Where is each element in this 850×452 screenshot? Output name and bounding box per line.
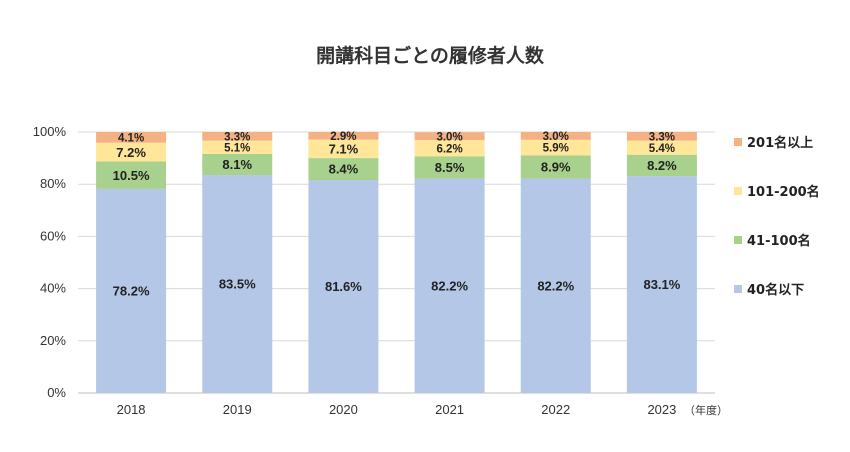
y-axis: 0% 20% 40% 60% 80% 100% [33, 124, 67, 400]
bar-segment [202, 140, 273, 154]
bars: 78.2%10.5%7.2%4.1%83.5%8.1%5.1%3.3%81.6%… [96, 131, 697, 393]
y-tick-label: 0% [47, 385, 66, 400]
data-label: 83.5% [219, 277, 256, 292]
y-tick-label: 80% [40, 176, 66, 191]
bar-segment [202, 153, 273, 176]
x-tick-label: 2019 [223, 402, 252, 417]
data-label: 7.1% [329, 142, 359, 157]
bar-segment [414, 140, 485, 157]
data-label: 8.9% [541, 160, 571, 175]
data-label: 10.5% [113, 168, 150, 183]
legend-label: 101-200名 [747, 184, 820, 200]
data-label: 3.3% [224, 131, 250, 143]
bar-segment [96, 161, 167, 189]
data-label: 8.1% [222, 157, 252, 172]
bar-segment [520, 178, 591, 393]
data-label: 7.2% [116, 145, 146, 160]
data-label: 8.5% [435, 160, 465, 175]
data-label: 81.6% [325, 279, 362, 294]
bar-segment [96, 142, 167, 162]
bar-segment [626, 132, 697, 141]
legend-swatch [734, 187, 742, 195]
bar-segment [308, 132, 379, 140]
data-label: 5.4% [649, 143, 675, 155]
x-tick-label: 2018 [117, 402, 146, 417]
data-label: 3.0% [543, 131, 569, 143]
data-label: 83.1% [643, 277, 680, 292]
legend-label: 41-100名 [747, 233, 811, 249]
bar-segment [626, 176, 697, 393]
data-label: 82.2% [537, 278, 574, 293]
bar-segment [202, 132, 273, 141]
bar-segment [520, 155, 591, 179]
data-label: 3.0% [436, 131, 462, 143]
bar-segment [96, 188, 167, 393]
bar-segment [414, 178, 485, 393]
bar-segment [308, 158, 379, 181]
legend: 201名以上 101-200名 41-100名 40名以下 [734, 135, 820, 298]
data-label: 5.1% [224, 142, 250, 154]
chart-title: 開講科目ごとの履修者人数 [316, 44, 545, 67]
x-tick-label: 2020 [329, 402, 358, 417]
bar-segment [308, 180, 379, 393]
bar-segment [308, 139, 379, 159]
data-label: 82.2% [431, 278, 468, 293]
data-label: 6.2% [436, 143, 462, 155]
bar-segment [96, 132, 167, 143]
y-tick-label: 100% [33, 124, 67, 139]
bar-segment [520, 132, 591, 140]
legend-label: 201名以上 [747, 135, 813, 151]
data-label: 5.9% [543, 143, 569, 155]
legend-swatch [734, 236, 742, 244]
data-label: 8.2% [647, 158, 677, 173]
x-tick-label: 2021 [435, 402, 464, 417]
bar-segment [520, 139, 591, 156]
data-label: 4.1% [118, 132, 144, 144]
legend-swatch [734, 285, 742, 293]
data-label: 3.3% [649, 131, 675, 143]
data-label: 2.9% [330, 131, 356, 143]
y-tick-label: 60% [40, 228, 66, 243]
bar-segment [626, 140, 697, 155]
bar-segment [626, 154, 697, 177]
legend-label: 40名以下 [747, 282, 804, 298]
x-tick-label: 2022 [541, 402, 570, 417]
data-label: 78.2% [113, 284, 150, 299]
bar-segment [414, 156, 485, 179]
gridlines [78, 131, 715, 394]
y-tick-label: 20% [40, 333, 66, 348]
legend-swatch [734, 138, 742, 146]
y-tick-label: 40% [40, 281, 66, 296]
bar-segment [414, 132, 485, 141]
x-tick-label: 2023 [647, 402, 676, 417]
data-label: 8.4% [329, 162, 359, 177]
x-axis-unit: （年度） [684, 403, 728, 417]
bar-segment [202, 175, 273, 393]
x-axis: 2018 2019 2020 2021 2022 2023 [117, 402, 677, 417]
